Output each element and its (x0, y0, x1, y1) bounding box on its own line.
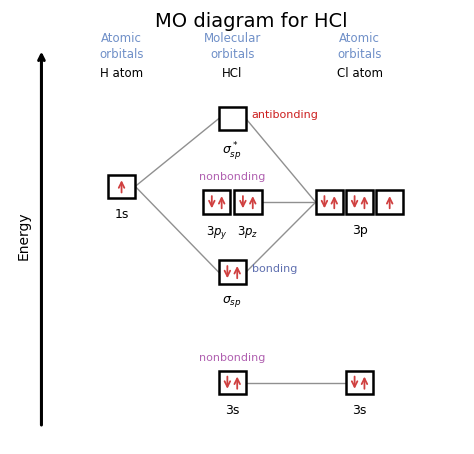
Text: 1s: 1s (114, 208, 129, 221)
Bar (376, 190, 403, 214)
Text: Cl atom: Cl atom (337, 67, 383, 80)
Bar (219, 371, 246, 395)
Text: MO diagram for HCl: MO diagram for HCl (155, 12, 347, 31)
Text: bonding: bonding (252, 264, 297, 274)
Text: Atomic
orbitals: Atomic orbitals (99, 32, 144, 61)
Bar (346, 371, 373, 395)
Text: Energy: Energy (17, 212, 31, 260)
Text: 3s: 3s (225, 405, 239, 417)
Bar (203, 190, 230, 214)
Bar (346, 190, 373, 214)
Bar (219, 261, 246, 284)
Bar (316, 190, 343, 214)
Text: $\sigma^*_{sp}$: $\sigma^*_{sp}$ (222, 140, 242, 163)
Text: 3s: 3s (352, 405, 367, 417)
Text: nonbonding: nonbonding (199, 173, 265, 183)
Bar (234, 190, 262, 214)
Text: $3p_z$: $3p_z$ (237, 224, 258, 240)
Bar (108, 175, 135, 198)
Bar (219, 107, 246, 130)
Text: H atom: H atom (100, 67, 143, 80)
Text: Molecular
orbitals: Molecular orbitals (204, 32, 261, 61)
Text: 3p: 3p (352, 224, 367, 237)
Text: nonbonding: nonbonding (199, 353, 265, 363)
Text: HCl: HCl (222, 67, 243, 80)
Text: $\sigma_{sp}$: $\sigma_{sp}$ (222, 294, 242, 309)
Text: antibonding: antibonding (252, 110, 319, 120)
Text: $3p_y$: $3p_y$ (206, 224, 228, 241)
Text: Atomic
orbitals: Atomic orbitals (337, 32, 382, 61)
